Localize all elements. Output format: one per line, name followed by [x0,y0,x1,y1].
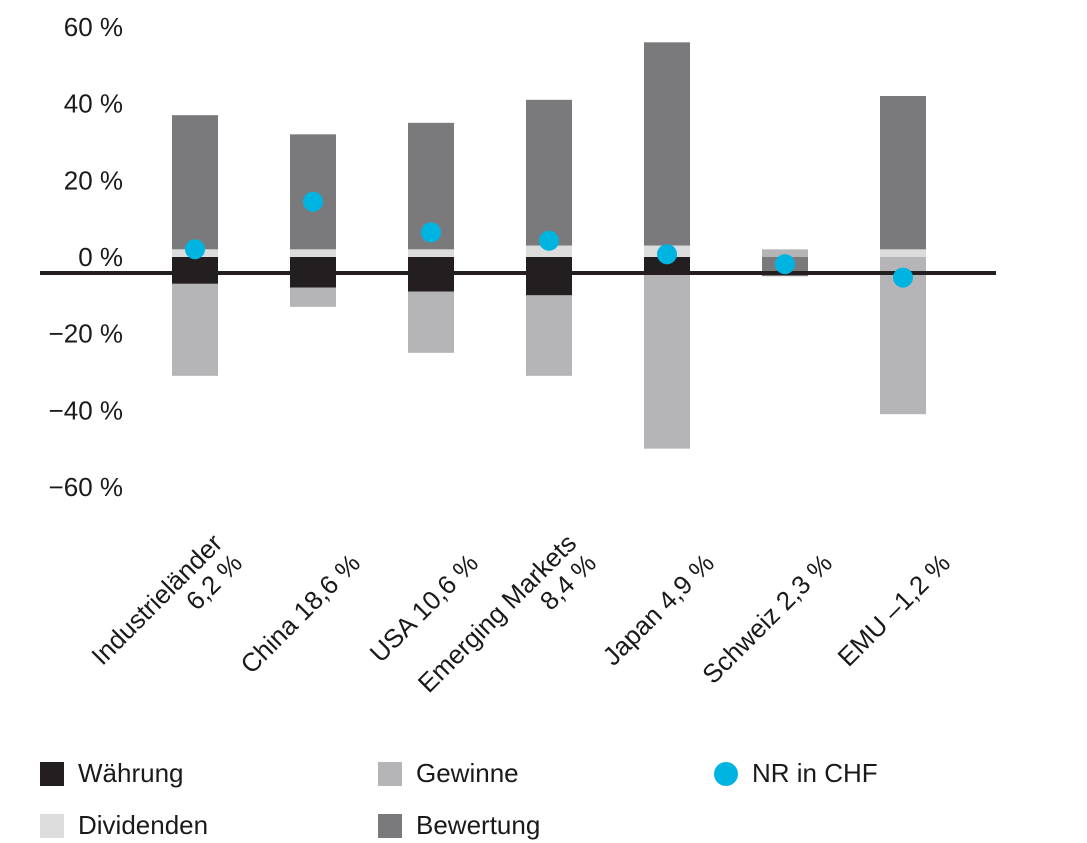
bar-segment [644,272,690,449]
legend-item-nr-in-chf: NR in CHF [714,758,878,789]
x-category-label: Japan 4,9 % [597,548,720,671]
legend-swatch-dividenden [40,813,64,838]
legend: Währung Dividenden Gewinne Bewertung NR … [0,748,1087,843]
bar-segment [172,283,218,376]
y-tick-label: −60 % [49,472,123,502]
bars [172,42,926,449]
stacked-bar-chart: 60 % 40 % 20 % 0 % −20 % −40 % −60 % Industrie… [40,12,996,718]
nr-marker [303,191,323,212]
legend-label-gewinne: Gewinne [416,758,519,788]
legend-item-gewinne: Gewinne [378,758,519,789]
legend-label-bewertung: Bewertung [416,810,541,840]
bar-segment [526,245,572,257]
x-category-label: EMU –1,2 % [832,548,956,672]
legend-item-waehrung: Währung [40,758,184,789]
x-category-label-line: Japan 4,9 % [597,548,720,671]
x-category-label-line: China 18,6 % [234,548,366,680]
nr-marker [775,254,795,275]
legend-label-waehrung: Währung [78,758,184,788]
nr-markers [185,191,913,288]
bar-segment [290,249,336,257]
legend-item-dividenden: Dividenden [40,810,208,841]
legend-label-dividenden: Dividenden [78,810,209,840]
x-category-label-line: EMU –1,2 % [832,548,956,672]
bar-segment [172,257,218,284]
nr-marker [893,267,913,288]
bar-segment [290,287,336,307]
y-tick-label: −40 % [49,395,123,425]
x-category-label: China 18,6 % [234,548,366,680]
bar-segment [408,249,454,257]
legend-item-bewertung: Bewertung [378,810,540,841]
bar-segment [172,115,218,250]
nr-marker [421,222,441,243]
bar-segment [526,295,572,376]
legend-marker-nr-in-chf [714,761,738,786]
x-axis-category-labels: Industrieländer6,2 %China 18,6 %USA 10,6… [85,528,956,718]
bar-segment [526,99,572,246]
bar-segment [526,257,572,296]
legend-swatch-bewertung [378,813,402,838]
y-tick-label: −20 % [49,319,123,349]
y-axis-tick-labels: 60 % 40 % 20 % 0 % −20 % −40 % −60 % [49,12,123,502]
legend-swatch-gewinne [378,761,402,786]
y-tick-label: 60 % [64,12,123,42]
bar-segment [880,249,926,257]
nr-marker [657,244,677,265]
y-tick-label: 40 % [64,89,123,119]
y-tick-label: 20 % [64,165,123,195]
nr-marker [185,239,205,260]
bar-segment [644,257,690,273]
nr-marker [539,230,559,251]
bar-segment [644,42,690,246]
bar-segment [408,291,454,353]
legend-swatch-waehrung [40,761,64,786]
bar-segment [762,249,808,257]
y-tick-label: 0 % [78,242,123,272]
legend-label-nr-in-chf: NR in CHF [752,758,878,788]
x-category-label: Emerging Markets8,4 % [412,528,602,718]
x-category-label: Industrieländer6,2 % [85,528,248,691]
bar-segment [880,96,926,250]
